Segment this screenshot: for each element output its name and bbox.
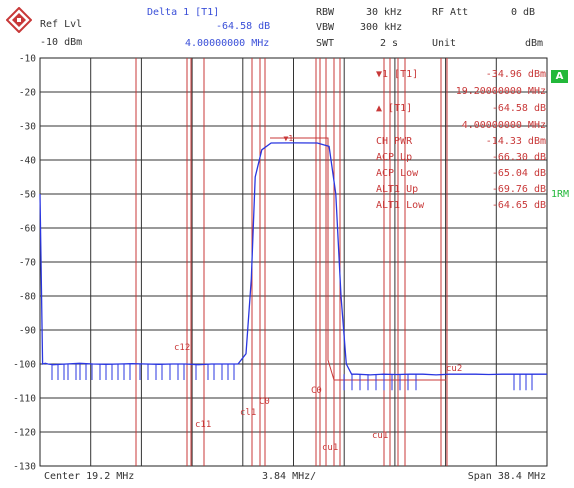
rbw-value: 30 kHz: [366, 7, 403, 18]
y-tick-label: -60: [19, 224, 36, 235]
y-tick-label: -10: [19, 54, 36, 65]
limit-line: [270, 137, 446, 381]
unit-value: dBm: [525, 38, 544, 49]
result-value-5: -14.33 dBm: [485, 136, 546, 147]
result-label-8: ALT1 Up: [376, 184, 419, 195]
marker-frequency: 4.00000000 MHz: [185, 38, 270, 49]
channel-label: c12: [174, 343, 190, 353]
y-tick-label: -20: [19, 88, 36, 99]
result-label-5: CH PWR: [376, 136, 413, 147]
center-frequency: Center 19.2 MHz: [44, 471, 135, 482]
trace-a-indicator[interactable]: A: [551, 70, 568, 83]
result-value-6: -66.30 dB: [491, 152, 546, 163]
result-value-3: -64.58 dB: [491, 103, 546, 114]
grid: [40, 58, 547, 466]
result-value-8: -69.76 dB: [491, 184, 546, 195]
y-tick-label: -100: [13, 360, 36, 371]
frequency-span: Span 38.4 MHz: [467, 471, 546, 482]
result-label-3: ▲ [T1]: [376, 103, 413, 114]
result-value-2: 19.20000000 MHz: [455, 86, 546, 97]
rm-indicator: 1RM: [551, 189, 570, 200]
channel-label: c11: [195, 420, 211, 430]
channel-label: cu1: [372, 431, 388, 441]
frequency-per-division: 3.84 MHz/: [262, 471, 317, 482]
y-axis-labels: -10 -20 -30 -40 -50 -60 -70 -80 -90 -100 -110 -120 -…: [13, 54, 36, 473]
vbw-label: VBW: [316, 22, 335, 33]
channel-label: cu2: [446, 364, 462, 374]
result-label-6: ACP Up: [376, 152, 413, 163]
result-value-4: 4.00000000 MHz: [461, 120, 546, 131]
channel-label: cl1: [240, 408, 256, 418]
rohde-schwarz-logo-icon: [6, 7, 32, 33]
channel-label: cu1: [322, 443, 338, 453]
y-tick-label: -40: [19, 156, 36, 167]
spectrum-trace: [39, 142, 547, 376]
marker-1-label: ▼1: [284, 134, 294, 143]
result-value-7: -65.04 dB: [491, 168, 546, 179]
y-tick-label: -110: [13, 394, 36, 405]
y-tick-label: -80: [19, 292, 36, 303]
y-tick-label: -130: [13, 462, 36, 473]
rf-att-label: RF Att: [432, 7, 469, 18]
y-tick-label: -90: [19, 326, 36, 337]
swt-label: SWT: [316, 38, 335, 49]
trace-group: [39, 142, 547, 391]
vbw-value: 300 kHz: [360, 22, 403, 33]
swt-value: 2 s: [380, 38, 399, 49]
ref-level-value: -10 dBm: [40, 37, 83, 48]
result-value-9: -64.65 dB: [491, 200, 546, 211]
rbw-label: RBW: [316, 7, 335, 18]
y-tick-label: -120: [13, 428, 36, 439]
result-label-9: ALT1 Low: [376, 200, 425, 211]
rf-att-value: 0 dB: [511, 7, 536, 18]
marker-title: Delta 1 [T1]: [147, 7, 220, 18]
result-label-7: ACP Low: [376, 168, 419, 179]
channel-label: C0: [311, 386, 322, 396]
result-label-1: ▼1 [T1]: [376, 69, 419, 80]
channel-limit-lines: [135, 58, 448, 466]
marker-group: ▼1: [284, 134, 294, 143]
y-tick-label: -30: [19, 122, 36, 133]
result-value-1: -34.96 dBm: [485, 69, 546, 80]
y-tick-label: -50: [19, 190, 36, 201]
marker-level: -64.58 dB: [216, 21, 271, 32]
y-tick-label: -70: [19, 258, 36, 269]
unit-label: Unit: [432, 38, 457, 49]
channel-label: C0: [259, 397, 270, 407]
ref-level-label: Ref Lvl: [40, 19, 83, 30]
